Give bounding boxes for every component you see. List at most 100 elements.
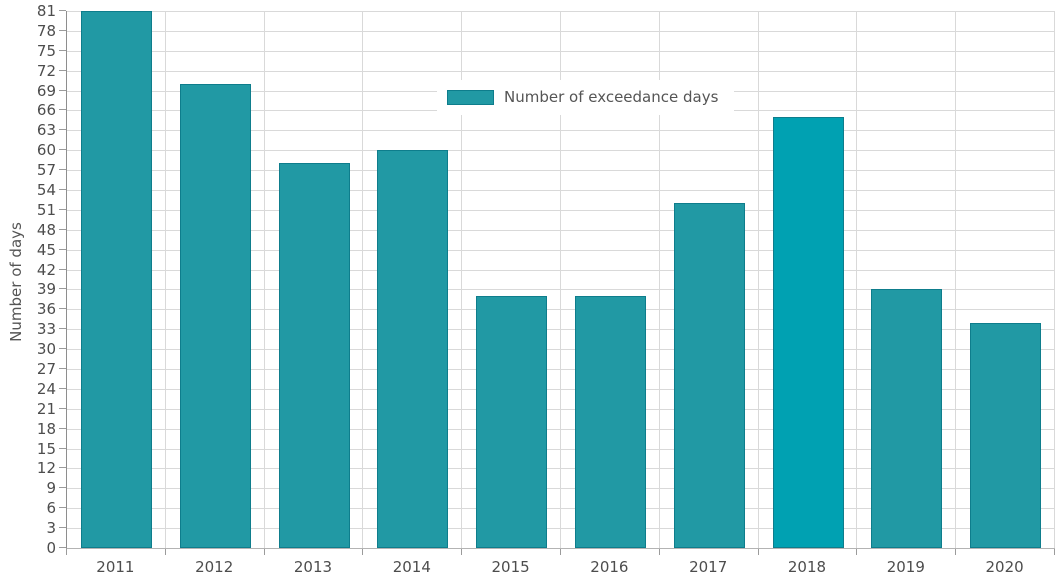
y-tick-mark xyxy=(59,89,66,91)
y-tick-mark xyxy=(59,527,66,529)
v-gridline xyxy=(658,11,660,548)
v-gridline xyxy=(1054,11,1055,548)
bar-2016[interactable] xyxy=(574,296,646,548)
bar-2019[interactable] xyxy=(871,289,943,548)
v-gridline xyxy=(757,11,759,548)
h-gridline xyxy=(67,190,1055,191)
y-tick-mark xyxy=(59,487,66,489)
v-gridline xyxy=(955,11,957,548)
v-gridline xyxy=(560,11,561,548)
y-tick-mark xyxy=(59,10,66,11)
y-tick-mark xyxy=(59,467,66,469)
y-tick-label: 0 xyxy=(46,539,56,557)
y-tick-label: 36 xyxy=(36,300,56,319)
y-tick-label: 51 xyxy=(36,200,56,219)
y-tick-mark xyxy=(59,427,66,429)
h-gridline xyxy=(67,209,1055,211)
h-gridline xyxy=(67,428,1055,430)
y-tick-label: 42 xyxy=(36,260,56,279)
y-tick-label: 54 xyxy=(36,181,56,199)
y-tick-label: 72 xyxy=(36,61,56,80)
x-tick-label: 2017 xyxy=(689,558,728,576)
x-tick-label: 2013 xyxy=(293,558,333,576)
y-tick-label: 81 xyxy=(36,2,56,20)
y-tick-label: 21 xyxy=(36,399,56,418)
h-gridline xyxy=(67,369,1055,370)
x-tick-label: 2018 xyxy=(787,558,827,576)
x-tick-label: 2019 xyxy=(886,558,925,576)
y-tick-mark xyxy=(59,368,66,369)
legend-swatch xyxy=(447,89,494,105)
h-gridline xyxy=(67,528,1055,530)
y-tick-label: 18 xyxy=(36,419,56,438)
y-tick-mark xyxy=(59,49,66,51)
y-tick-label: 60 xyxy=(36,141,56,160)
h-gridline xyxy=(67,229,1055,231)
h-gridline xyxy=(67,170,1055,172)
x-tick-mark xyxy=(461,549,463,555)
bar-2017[interactable] xyxy=(673,203,745,548)
bar-2018[interactable] xyxy=(772,117,844,548)
y-tick-label: 3 xyxy=(46,519,56,538)
y-tick-label: 66 xyxy=(36,101,56,120)
v-gridline xyxy=(263,11,265,548)
h-gridline xyxy=(67,130,1055,132)
bar-2015[interactable] xyxy=(476,296,548,548)
y-tick-label: 78 xyxy=(36,21,56,40)
h-gridline xyxy=(67,349,1055,351)
h-gridline xyxy=(67,309,1055,311)
y-tick-label: 69 xyxy=(36,81,56,100)
y-tick-mark xyxy=(59,547,66,548)
bar-2011[interactable] xyxy=(80,11,152,548)
y-tick-label: 30 xyxy=(36,340,56,359)
h-gridline xyxy=(67,30,1055,32)
y-tick-label: 12 xyxy=(36,459,56,478)
h-gridline xyxy=(67,329,1055,331)
legend-label: Number of exceedance days xyxy=(504,88,719,106)
x-tick-label: 2016 xyxy=(590,558,629,576)
y-tick-label: 75 xyxy=(36,41,56,60)
x-tick-label: 2012 xyxy=(195,558,234,576)
h-gridline xyxy=(67,488,1055,490)
y-tick-mark xyxy=(59,328,66,330)
x-tick-label: 2011 xyxy=(96,558,135,576)
h-gridline xyxy=(67,289,1055,291)
x-tick-mark xyxy=(658,549,660,555)
y-tick-mark xyxy=(59,308,66,310)
y-tick-mark xyxy=(59,169,66,171)
legend[interactable]: Number of exceedance days xyxy=(437,80,735,115)
h-gridline xyxy=(67,150,1055,152)
y-tick-mark xyxy=(59,268,66,270)
bar-2012[interactable] xyxy=(179,84,251,548)
y-tick-mark xyxy=(59,208,66,210)
h-gridline xyxy=(67,50,1055,52)
y-tick-mark xyxy=(59,149,66,151)
y-tick-mark xyxy=(59,129,66,131)
v-gridline xyxy=(164,11,166,548)
bar-2013[interactable] xyxy=(278,163,350,548)
h-gridline xyxy=(67,249,1055,251)
y-tick-mark xyxy=(59,387,66,389)
y-tick-label: 63 xyxy=(36,121,56,140)
x-tick-mark xyxy=(560,549,561,555)
y-tick-label: 45 xyxy=(36,240,56,259)
h-gridline xyxy=(67,388,1055,390)
y-tick-mark xyxy=(59,248,66,250)
v-gridline xyxy=(461,11,463,548)
v-gridline xyxy=(362,11,364,548)
y-tick-mark xyxy=(59,407,66,409)
x-tick-mark xyxy=(856,549,858,555)
x-tick-mark xyxy=(66,549,67,555)
x-tick-mark xyxy=(955,549,957,555)
y-tick-mark xyxy=(59,507,66,509)
h-gridline xyxy=(67,269,1055,271)
x-tick-mark xyxy=(362,549,364,555)
bar-2014[interactable] xyxy=(377,150,449,548)
x-tick-mark xyxy=(164,549,166,555)
y-tick-label: 39 xyxy=(36,280,56,299)
plot-area xyxy=(66,11,1055,549)
y-tick-label: 15 xyxy=(36,439,56,458)
bar-2020[interactable] xyxy=(970,323,1042,548)
h-gridline xyxy=(67,468,1055,470)
y-tick-mark xyxy=(59,228,66,230)
